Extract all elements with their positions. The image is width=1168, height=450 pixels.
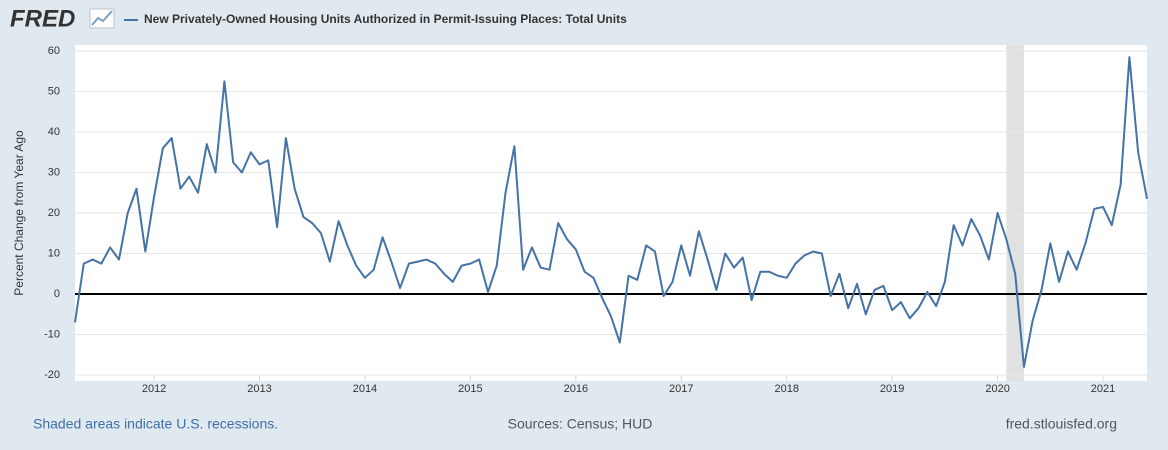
y-axis-label: Percent Change from Year Ago	[12, 130, 26, 296]
x-tick-label: 2020	[985, 383, 1009, 395]
x-tick-label: 2015	[458, 383, 482, 395]
x-tick-label: 2014	[353, 383, 377, 395]
x-tick-label: 2013	[247, 383, 271, 395]
y-tick-label: 10	[48, 247, 60, 259]
y-tick-label: 40	[48, 126, 60, 138]
x-tick-label: 2018	[774, 383, 798, 395]
legend-label: New Privately-Owned Housing Units Author…	[144, 12, 627, 26]
recession-note[interactable]: Shaded areas indicate U.S. recessions.	[33, 416, 278, 432]
logo-icon	[89, 8, 115, 29]
y-tick-label: 0	[54, 288, 60, 300]
data-line	[74, 56, 1148, 368]
y-tick-label: 60	[48, 45, 60, 57]
x-tick-label: 2021	[1091, 383, 1115, 395]
y-tick-label: 20	[48, 207, 60, 219]
y-tick-label: 30	[48, 166, 60, 178]
source: Sources: Census; HUD	[508, 416, 653, 432]
x-tick-label: 2019	[880, 383, 904, 395]
y-tick-label: 50	[48, 85, 60, 97]
logo[interactable]: FRED	[10, 5, 75, 32]
x-tick-label: 2016	[564, 383, 588, 395]
y-tick-label: -20	[44, 369, 60, 381]
site[interactable]: fred.stlouisfed.org	[1006, 416, 1117, 432]
x-tick-label: 2012	[142, 383, 166, 395]
x-tick-label: 2017	[669, 383, 693, 395]
y-tick-label: -10	[44, 328, 60, 340]
